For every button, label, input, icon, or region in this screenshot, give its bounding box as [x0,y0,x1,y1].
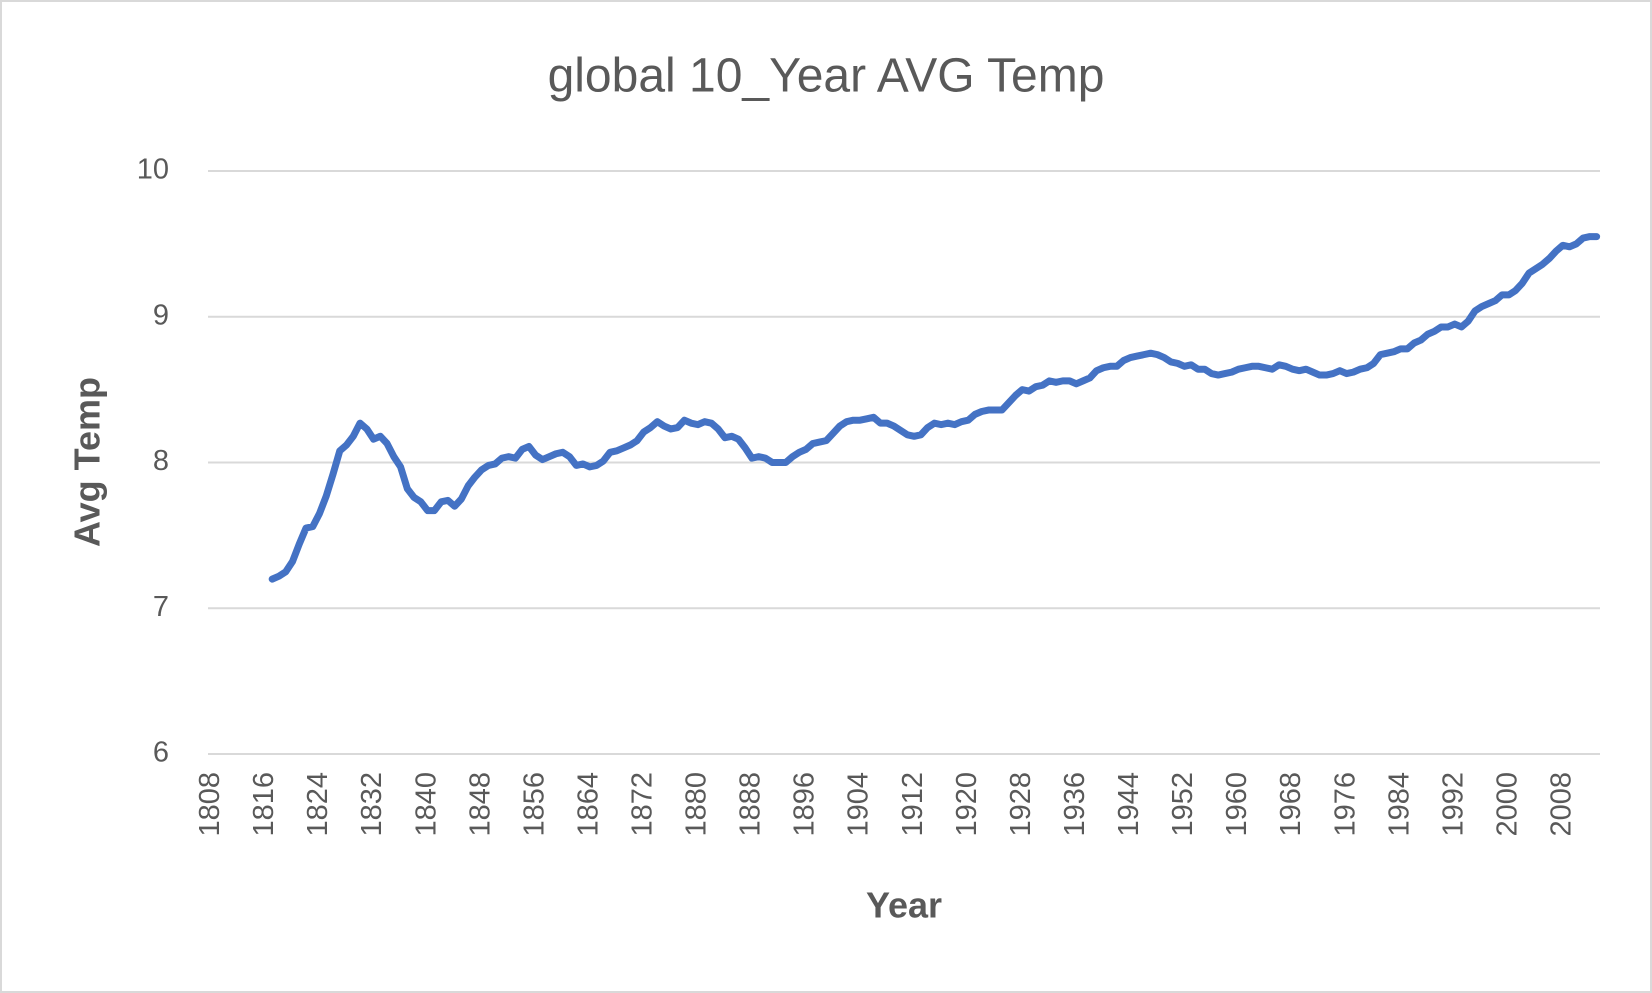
x-tick-label: 1824 [302,772,334,837]
y-tick-label: 10 [137,154,169,186]
x-tick-label: 1808 [194,772,226,837]
y-tick-label: 7 [153,591,169,623]
x-tick-label: 1976 [1329,772,1361,837]
y-tick-label: 8 [153,445,169,477]
x-tick-label: 1888 [735,772,767,837]
x-tick-label: 1856 [518,772,550,837]
x-tick-label: 1928 [1005,772,1037,837]
x-tick-label: 1864 [572,772,604,837]
x-tick-label: 1960 [1221,772,1253,837]
x-tick-label: 1968 [1275,772,1307,837]
y-axis-title: Avg Temp [67,377,108,547]
x-tick-label: 1952 [1167,772,1199,837]
x-tick-label: 1920 [951,772,983,837]
x-tick-label: 1992 [1437,772,1469,837]
x-tick-label: 1896 [789,772,821,837]
x-axis-title: Year [866,885,942,926]
data-line [268,233,1601,583]
x-tick-label: 2000 [1491,772,1523,837]
y-tick-label: 6 [153,737,169,769]
y-tick-label: 9 [153,299,169,331]
x-tick-label: 1912 [897,772,929,837]
x-tick-label: 1840 [410,772,442,837]
x-tick-label: 1984 [1383,772,1415,837]
chart-title: global 10_Year AVG Temp [548,50,1105,103]
x-tick-label: 1880 [681,772,713,837]
x-tick-label: 1944 [1113,772,1145,837]
x-tick-label: 1816 [248,772,280,837]
x-tick-label: 1904 [843,772,875,837]
x-tick-label: 1872 [627,772,659,837]
x-tick-label: 2008 [1545,772,1577,837]
x-tick-label: 1848 [464,772,496,837]
x-tick-label: 1832 [356,772,388,837]
x-tick-label: 1936 [1059,772,1091,837]
